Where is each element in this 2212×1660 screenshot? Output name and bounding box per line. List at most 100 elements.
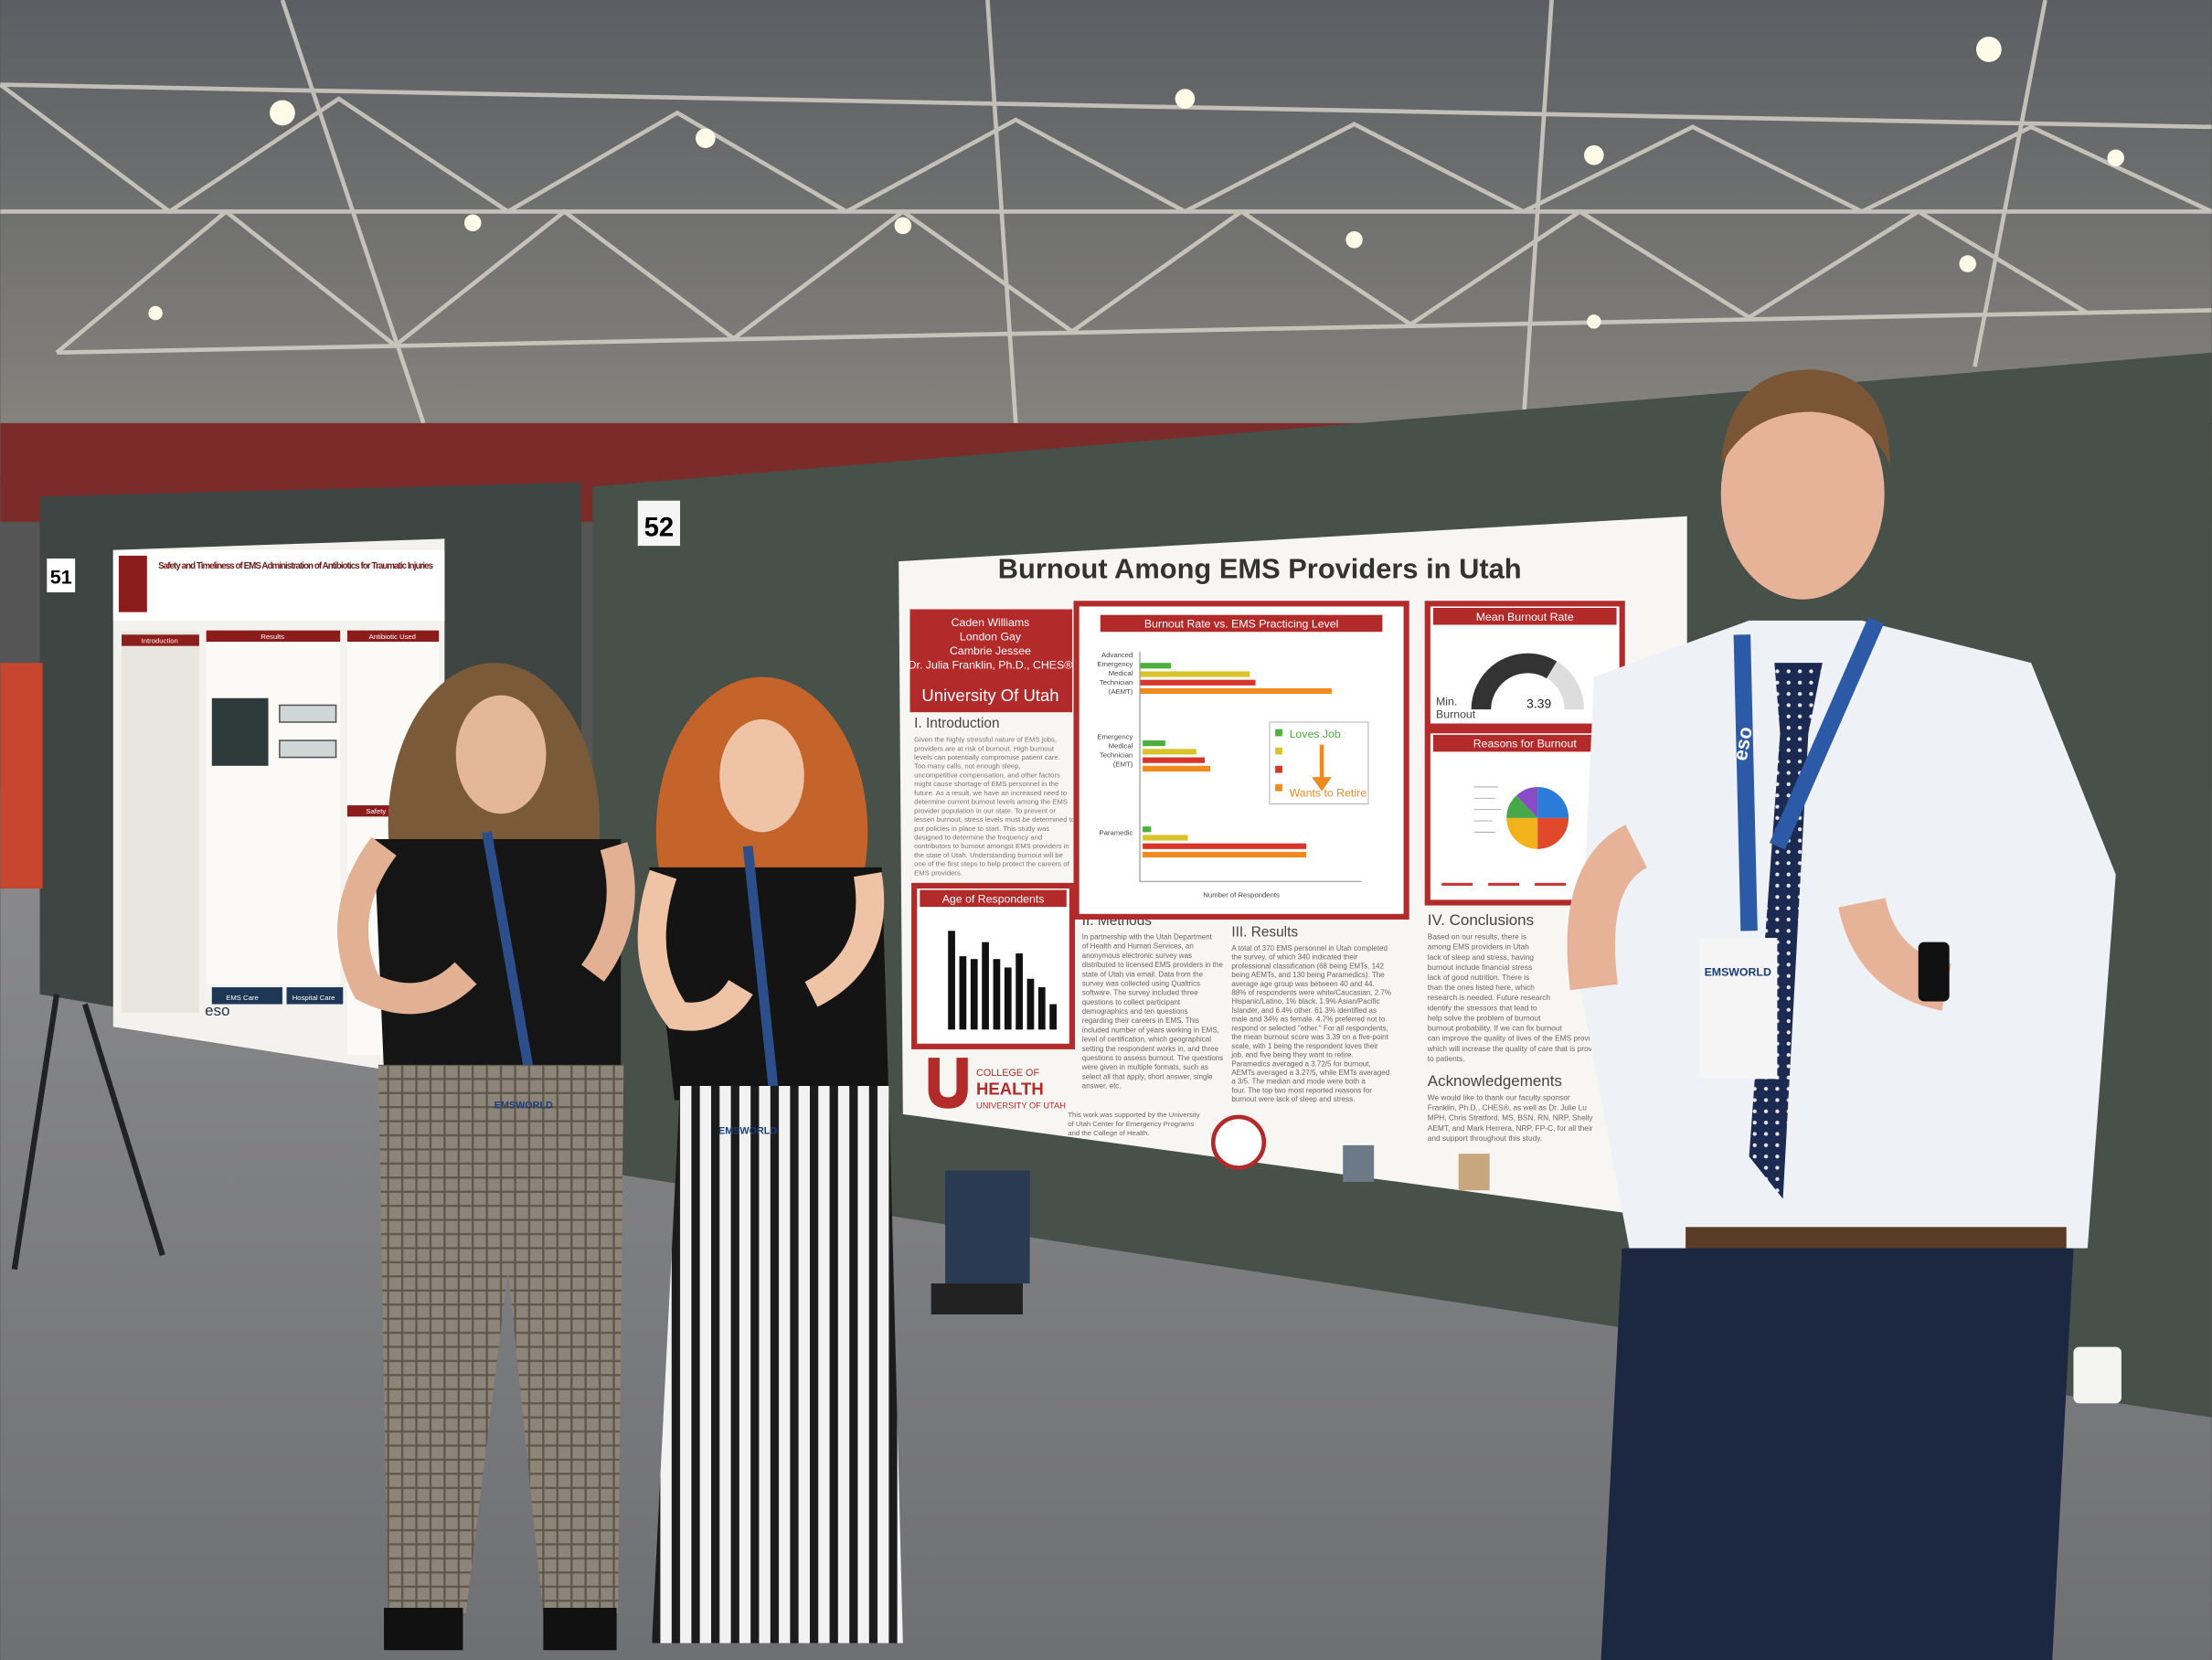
author: London Gay	[960, 630, 1022, 643]
board-52-part	[1343, 1144, 1375, 1182]
person-right: eso EMSWORLD	[1567, 369, 2116, 1660]
bars-part	[1140, 679, 1256, 686]
bars-part	[1140, 663, 1171, 669]
bars-part	[948, 931, 955, 1030]
person-middle: EMSWORLD	[637, 676, 903, 1644]
person-left-part	[337, 836, 477, 1015]
person-right-part	[1720, 388, 1885, 600]
body-line: and support throughout this study.	[1428, 1133, 1542, 1143]
body-line: questions to collect participant	[1082, 998, 1181, 1006]
person-right-part	[1720, 369, 1890, 466]
funding-line: of Utah Center for Emergency Programs	[1068, 1120, 1194, 1128]
ceiling-part-part	[0, 82, 2212, 215]
board-51-part	[279, 704, 337, 723]
body-line: can improve the quality of lives of the …	[1428, 1034, 1605, 1043]
body-line: Franklin, Ph.D., CHES®, as well as Dr. J…	[1428, 1103, 1588, 1112]
body-line: four. The top two most reported reasons …	[1231, 1086, 1372, 1094]
board-52-part: III. Results A total of 370 EMS personnel…	[1230, 924, 1391, 1103]
background-people-part	[931, 1283, 1023, 1314]
section-heading: I. Introduction	[914, 716, 999, 731]
gauge-label: Burnout	[1436, 708, 1476, 720]
board-52-part-part	[1441, 882, 1473, 886]
person-left-part	[374, 839, 622, 1072]
board-51-part	[122, 632, 199, 1013]
body-line: questions to assess burnout. The questio…	[1082, 1054, 1223, 1062]
body-line: distributed to licensed EMS providers in…	[1082, 961, 1224, 969]
body-line: Given the highly stressful nature of EMS…	[914, 736, 1057, 744]
board-52-part	[1441, 882, 1566, 886]
ceiling-part-part	[1959, 255, 1976, 272]
board-52-part	[1458, 1154, 1490, 1191]
board-52-part: This work was supported by the Universit…	[1068, 1111, 1199, 1137]
bars-part	[1016, 953, 1023, 1030]
poster-title: Burnout Among EMS Providers in Utah	[998, 553, 1522, 585]
person-right-part	[1733, 617, 1884, 931]
bars-part	[982, 942, 989, 1030]
body-line: lack of sleep and stress, having	[1428, 952, 1535, 962]
board-52-part-part	[1488, 882, 1520, 886]
board-52-part	[1275, 765, 1282, 773]
category-label: (EMT)	[1113, 761, 1133, 769]
badge-logo: EMSWORLD	[1705, 966, 1771, 979]
body-line: contributors to burnout amongst EMS prov…	[914, 842, 1069, 850]
body-line: job, and five being they want to retire.	[1230, 1051, 1353, 1059]
bars-part	[1140, 687, 1332, 695]
chart-title: Reasons for Burnout	[1473, 738, 1578, 750]
body-line: providers are at risk of burnout. High b…	[914, 744, 1055, 752]
section-heading: III. Results	[1231, 924, 1298, 940]
board-52-part	[1471, 653, 1558, 710]
board-51-part	[211, 987, 282, 1005]
body-line: average age group was between 40 and 44.	[1231, 980, 1374, 988]
background-people-part	[0, 663, 43, 889]
section-heading: Introduction	[142, 637, 178, 645]
body-line: being AEMTs, and 130 being Paramedics). …	[1231, 971, 1385, 979]
legend-label: Wants to Retire	[1290, 787, 1367, 800]
background-people	[0, 663, 2122, 1404]
bars-part	[1143, 757, 1206, 763]
ceiling-part-part	[1175, 89, 1196, 109]
ceiling	[0, 0, 2212, 480]
body-line: survey was collected using Qualtrics	[1082, 979, 1200, 987]
board-51-part	[206, 630, 341, 643]
bars-part	[1143, 835, 1188, 841]
section-heading: IV. Conclusions	[1428, 911, 1534, 929]
section-heading: Results	[261, 633, 284, 641]
body-line: put policies in place to start. This stu…	[914, 825, 1049, 833]
body-line: burnout probability. If we can fix burno…	[1428, 1024, 1563, 1033]
body-line: Islander, and 6.4% other. 61.3% identifi…	[1231, 1006, 1377, 1015]
axis-label: Number of Respondents	[1203, 890, 1280, 899]
body-line: designed to determine the frequency and	[914, 833, 1042, 841]
person-middle-part	[719, 718, 804, 833]
body-line: AEMTs averaged a 3.27/5, while EMTs aver…	[1231, 1069, 1389, 1077]
board-52-part	[1432, 734, 1617, 752]
legend-label: Loves Job	[1290, 728, 1341, 740]
ceiling-part-part	[2107, 149, 2124, 167]
person-right-part	[1567, 825, 1649, 991]
person-left-part	[384, 1607, 463, 1651]
bars-part	[993, 959, 1001, 1030]
pie	[1506, 786, 1569, 849]
body-line: research is needed. Future research	[1428, 993, 1551, 1002]
author: Cambrie Jessee	[950, 644, 1031, 657]
person-middle-part	[637, 869, 753, 1031]
body-line: anonymous electronic survey was	[1082, 952, 1192, 960]
ceiling-part-part	[270, 100, 295, 126]
ceiling-part-part	[55, 208, 2090, 355]
college-line: COLLEGE OF	[976, 1068, 1039, 1079]
category-label: Technician	[1100, 678, 1133, 686]
body-line: software. The survey included three	[1082, 989, 1198, 997]
body-line: lack of good nutrition. There is	[1428, 973, 1529, 982]
background-people-part	[945, 1170, 1030, 1284]
board-number: 52	[644, 512, 675, 542]
sponsor-logo: eso	[205, 1002, 229, 1019]
bars-part	[1143, 740, 1165, 747]
board-51-part	[47, 558, 76, 593]
person-right-part	[1918, 942, 1950, 1002]
college-line: HEALTH	[976, 1079, 1044, 1098]
board-52-part: AdvancedEmergencyMedicalTechnician(AEMT)…	[1097, 651, 1133, 836]
body-line: setting the respondent works in, and thr…	[1082, 1045, 1219, 1053]
category-label: Emergency	[1097, 732, 1133, 740]
person-middle-part	[804, 872, 885, 1007]
